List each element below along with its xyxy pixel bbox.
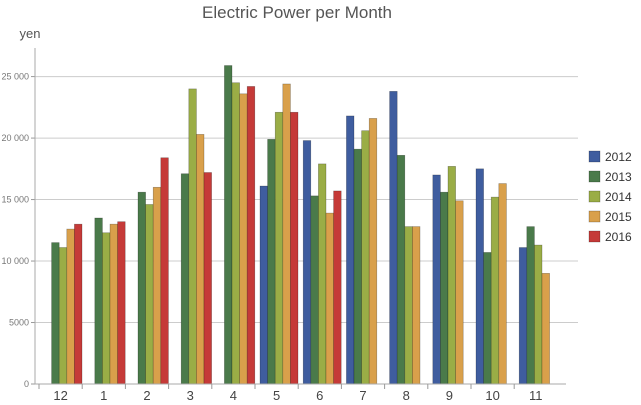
bar-2016-6 xyxy=(333,190,342,385)
bar-2012-6 xyxy=(302,140,312,385)
y-tick-label: 10 000 xyxy=(1,256,29,266)
bar-2013-1 xyxy=(94,217,103,385)
bar-2013-11 xyxy=(526,226,535,385)
x-tick-label: 12 xyxy=(53,388,67,403)
y-tick-label: 5000 xyxy=(9,318,29,328)
bar-2012-7 xyxy=(346,115,355,385)
legend-label-2013: 2013 xyxy=(605,170,632,184)
bar-2014-7 xyxy=(361,130,370,385)
bar-2015-1 xyxy=(109,223,118,385)
x-tick-label: 11 xyxy=(529,388,543,403)
bar-2016-2 xyxy=(160,157,169,385)
y-tick-label: 0 xyxy=(24,379,29,389)
bar-2014-5 xyxy=(274,111,284,385)
legend-label-2014: 2014 xyxy=(605,190,632,204)
x-tick-label: 9 xyxy=(446,388,453,403)
y-axis-label: yen xyxy=(20,26,41,41)
bar-2015-7 xyxy=(368,118,378,385)
y-tick-label: 25 000 xyxy=(1,72,29,82)
bar-2012-11 xyxy=(518,247,528,385)
bar-2014-6 xyxy=(318,163,327,385)
bar-2016-3 xyxy=(203,172,212,385)
x-tick-label: 1 xyxy=(100,388,107,403)
legend-swatch-2015 xyxy=(588,210,601,223)
x-tick-label: 6 xyxy=(316,388,323,403)
bar-2015-3 xyxy=(196,134,205,385)
bar-2015-11 xyxy=(541,273,550,385)
y-tick-label: 20 000 xyxy=(1,133,29,143)
bar-2014-10 xyxy=(490,196,500,385)
bar-2013-8 xyxy=(396,154,406,385)
bar-2015-4 xyxy=(239,93,248,385)
bar-2013-7 xyxy=(353,148,362,385)
chart-title: Electric Power per Month xyxy=(202,3,392,22)
bar-2014-1 xyxy=(102,232,111,385)
legend-swatch-2016 xyxy=(588,230,601,243)
bar-2015-10 xyxy=(498,183,507,385)
bar-2015-8 xyxy=(412,226,421,385)
x-tick-label: 2 xyxy=(143,388,150,403)
bar-2016-12 xyxy=(74,223,83,385)
legend-label-2016: 2016 xyxy=(605,230,632,244)
legend-label-2015: 2015 xyxy=(605,210,632,224)
bar-2016-4 xyxy=(246,86,256,385)
bar-2014-9 xyxy=(447,166,456,385)
x-tick-label: 8 xyxy=(403,388,410,403)
bar-2016-5 xyxy=(290,111,299,385)
x-tick-label: 4 xyxy=(230,388,237,403)
bar-2012-8 xyxy=(389,91,398,385)
bar-2015-2 xyxy=(152,186,162,385)
bar-2013-9 xyxy=(440,191,449,385)
bar-2012-5 xyxy=(259,185,268,385)
bar-2012-10 xyxy=(475,168,484,385)
bar-2015-6 xyxy=(325,212,334,385)
x-tick-label: 3 xyxy=(187,388,194,403)
bar-2014-11 xyxy=(534,244,543,385)
bar-2013-3 xyxy=(180,173,190,385)
bar-2013-12 xyxy=(51,242,60,385)
legend-swatch-2013 xyxy=(588,170,601,183)
bars xyxy=(51,65,550,385)
x-tick-label: 10 xyxy=(485,388,499,403)
x-tick-label: 5 xyxy=(273,388,280,403)
bar-2013-5 xyxy=(267,139,276,385)
bar-2013-2 xyxy=(137,191,146,385)
bar-2015-9 xyxy=(455,200,464,385)
bar-2014-12 xyxy=(58,247,68,385)
legend: 2012 2013 2014 2015 2016 xyxy=(588,150,632,244)
bar-2014-3 xyxy=(188,88,197,385)
y-tick-label: 15 000 xyxy=(1,195,29,205)
bar-2016-1 xyxy=(117,221,126,385)
x-tick-label: 7 xyxy=(359,388,366,403)
bar-2014-2 xyxy=(145,204,154,385)
bar-2013-4 xyxy=(224,65,233,385)
bar-2015-5 xyxy=(282,83,291,385)
bar-2013-6 xyxy=(310,195,319,385)
legend-label-2012: 2012 xyxy=(605,150,632,164)
legend-swatch-2012 xyxy=(588,150,601,163)
bar-2013-10 xyxy=(483,252,492,385)
legend-swatch-2014 xyxy=(588,190,601,203)
bar-2015-12 xyxy=(66,228,75,385)
bar-2014-4 xyxy=(231,82,240,385)
bar-2012-9 xyxy=(432,174,441,385)
bar-2014-8 xyxy=(404,226,413,385)
